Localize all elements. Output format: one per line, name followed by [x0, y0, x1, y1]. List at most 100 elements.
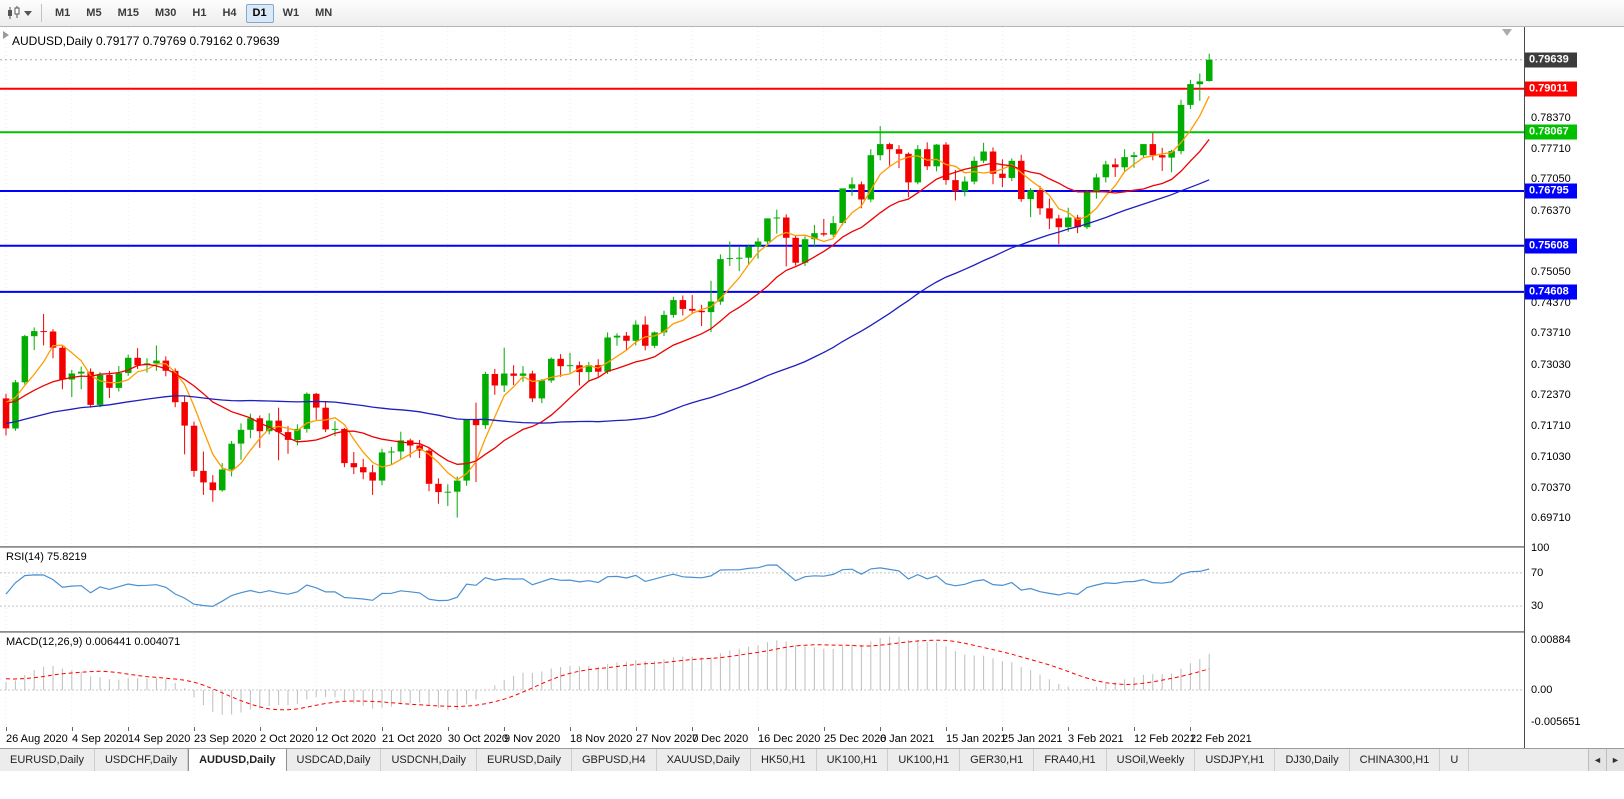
- macd-indicator-label: MACD(12,26,9) 0.006441 0.004071: [6, 636, 181, 648]
- price-axis-label: 0.69710: [1531, 512, 1571, 524]
- time-axis-tick: [570, 727, 571, 731]
- chart-tab-gbpusd-h4[interactable]: GBPUSD,H4: [572, 749, 657, 771]
- chart-tab-uk100-h1[interactable]: UK100,H1: [816, 749, 889, 771]
- time-axis-label: 26 Aug 2020: [6, 733, 68, 745]
- time-axis-label: 25 Jan 2021: [1002, 733, 1063, 745]
- time-axis-tick: [194, 727, 195, 731]
- rsi-chart[interactable]: [0, 548, 1524, 631]
- candlestick-chart[interactable]: [0, 27, 1524, 546]
- tab-scroll-right-button[interactable]: ►: [1606, 749, 1624, 771]
- chart-title: AUDUSD,Daily 0.79177 0.79769 0.79162 0.7…: [12, 34, 280, 48]
- chart-tab-usoil-weekly[interactable]: USOil,Weekly: [1106, 749, 1196, 771]
- chart-tab-china300-h1[interactable]: CHINA300,H1: [1349, 749, 1441, 771]
- chart-tab-usdcad-daily[interactable]: USDCAD,Daily: [286, 749, 382, 771]
- price-axis-label: 0.76370: [1531, 204, 1571, 217]
- price-axis-label: 0.71710: [1531, 419, 1571, 432]
- chart-tab-ger30-h1[interactable]: GER30,H1: [960, 749, 1035, 771]
- timeframe-button-h1[interactable]: H1: [192, 6, 207, 19]
- chart-tabs: EURUSD,Daily USDCHF,Daily AUDUSD,Daily USDC…: [0, 749, 1588, 771]
- time-axis-label: 9 Nov 2020: [504, 733, 561, 745]
- chart-tab-hk50-h1[interactable]: HK50,H1: [750, 749, 817, 771]
- price-axis-label: 0.70370: [1531, 481, 1571, 494]
- time-axis-tick: [260, 727, 261, 731]
- price-axis[interactable]: 0.78370 0.77710 0.77050 0.76370 0.75050 0.743…: [1524, 27, 1624, 748]
- toolbar: M1 M5 M15 M30 H1 H4 D1 W1 MN: [0, 0, 1624, 27]
- chart-type-dropdown-caret[interactable]: [24, 10, 32, 16]
- chart-tab-usdchf-daily[interactable]: USDCHF,Daily: [94, 749, 189, 771]
- price-axis-label: 0.77050: [1531, 173, 1571, 186]
- chart-tab-eurusd-daily[interactable]: EURUSD,Daily: [0, 749, 95, 771]
- panel-splitter[interactable]: [0, 546, 1624, 548]
- chart-tab-bar: EURUSD,Daily USDCHF,Daily AUDUSD,Daily USDC…: [0, 748, 1624, 771]
- timeframe-button-mn[interactable]: MN: [315, 6, 333, 19]
- chart-tab-usdjpy-h1[interactable]: USDJPY,H1: [1195, 749, 1276, 771]
- time-axis-label: 18 Nov 2020: [570, 733, 633, 745]
- time-axis-label: 15 Jan 2021: [946, 733, 1007, 745]
- timeframe-button-m30[interactable]: M30: [154, 6, 177, 19]
- time-axis-tick: [1190, 727, 1191, 731]
- price-axis-label: 0.73030: [1531, 358, 1571, 371]
- time-axis-tick: [72, 727, 73, 731]
- price-axis-label: 0.78370: [1531, 112, 1571, 125]
- chart-tab-dj30-daily[interactable]: DJ30,Daily: [1275, 749, 1350, 771]
- macd-chart[interactable]: [0, 633, 1524, 727]
- macd-axis-label: -0.005651: [1531, 716, 1581, 728]
- macd-panel[interactable]: MACD(12,26,9) 0.006441 0.004071: [0, 633, 1524, 727]
- time-axis-tick: [758, 727, 759, 731]
- chart-ohlc-readout: 0.79177 0.79769 0.79162 0.79639: [96, 34, 280, 48]
- panel-splitter[interactable]: [0, 631, 1624, 633]
- tab-scroll-left-button[interactable]: ◄: [1588, 749, 1606, 771]
- toolbar-separator: [41, 4, 42, 22]
- price-axis-label: 0.72370: [1531, 389, 1571, 402]
- chart-tab-usdcnh-daily[interactable]: USDCNH,Daily: [381, 749, 478, 771]
- time-axis-tick: [880, 727, 881, 731]
- timeframe-button-w1[interactable]: W1: [282, 6, 300, 19]
- chart-tab-fra40-h1[interactable]: FRA40,H1: [1034, 749, 1107, 771]
- tab-scroll-buttons: ◄ ►: [1588, 749, 1624, 771]
- chart-type-icon[interactable]: [5, 4, 23, 22]
- price-level-tag: 0.74608: [1525, 284, 1577, 300]
- price-axis-label: 0.77710: [1531, 142, 1571, 155]
- time-axis-label: 3 Feb 2021: [1068, 733, 1124, 745]
- timeframe-button-d1[interactable]: D1: [245, 3, 274, 23]
- time-axis-tick: [946, 727, 947, 731]
- price-level-tag: 0.78067: [1525, 124, 1577, 140]
- time-axis-label: 30 Oct 2020: [448, 733, 508, 745]
- time-axis-label: 12 Feb 2021: [1134, 733, 1196, 745]
- time-axis-label: 22 Feb 2021: [1190, 733, 1252, 745]
- time-axis-tick: [824, 727, 825, 731]
- time-axis-label: 6 Jan 2021: [880, 733, 935, 745]
- rsi-panel[interactable]: RSI(14) 75.8219: [0, 548, 1524, 631]
- time-axis[interactable]: 26 Aug 2020 4 Sep 2020 14 Sep 2020 23 Sep 2…: [0, 727, 1524, 748]
- timeframe-button-m15[interactable]: M15: [117, 6, 139, 19]
- rsi-axis-label: 70: [1531, 566, 1544, 579]
- price-axis-label: 0.75050: [1531, 265, 1571, 278]
- timeframe-button-h4[interactable]: H4: [222, 6, 237, 19]
- time-axis-tick: [316, 727, 317, 731]
- macd-axis-label: 0.00884: [1531, 634, 1571, 646]
- chart-tab-xauusd-daily[interactable]: XAUUSD,Daily: [656, 749, 751, 771]
- price-level-tag: 0.75608: [1525, 238, 1577, 254]
- timeframe-button-m5[interactable]: M5: [86, 6, 102, 19]
- chart-tab-eurusd-daily[interactable]: EURUSD,Daily: [477, 749, 572, 771]
- time-axis-label: 14 Sep 2020: [128, 733, 191, 745]
- time-axis-tick: [1002, 727, 1003, 731]
- time-axis-label: 25 Dec 2020: [824, 733, 887, 745]
- time-axis-tick: [128, 727, 129, 731]
- rsi-indicator-label: RSI(14) 75.8219: [6, 551, 87, 563]
- chart-tab-audusd-daily[interactable]: AUDUSD,Daily: [188, 749, 287, 771]
- timeframe-button-m1[interactable]: M1: [55, 6, 71, 19]
- one-click-trading-toggle[interactable]: [3, 31, 9, 39]
- timeframe-toolbar: M1 M5 M15 M30 H1 H4 D1 W1 MN: [48, 3, 339, 23]
- main-chart-panel[interactable]: AUDUSD,Daily 0.79177 0.79769 0.79162 0.7…: [0, 27, 1524, 546]
- chart-shift-marker-icon[interactable]: [1502, 29, 1512, 36]
- macd-axis-label: 0.00: [1531, 684, 1553, 696]
- time-axis-label: 16 Dec 2020: [758, 733, 821, 745]
- chart-tab-u[interactable]: U: [1440, 749, 1470, 771]
- price-level-tag: 0.79639: [1525, 52, 1577, 68]
- time-axis-tick: [1068, 727, 1069, 731]
- time-axis-tick: [382, 727, 383, 731]
- chart-tab-uk100-h1[interactable]: UK100,H1: [888, 749, 961, 771]
- price-axis-label: 0.74370: [1531, 296, 1571, 309]
